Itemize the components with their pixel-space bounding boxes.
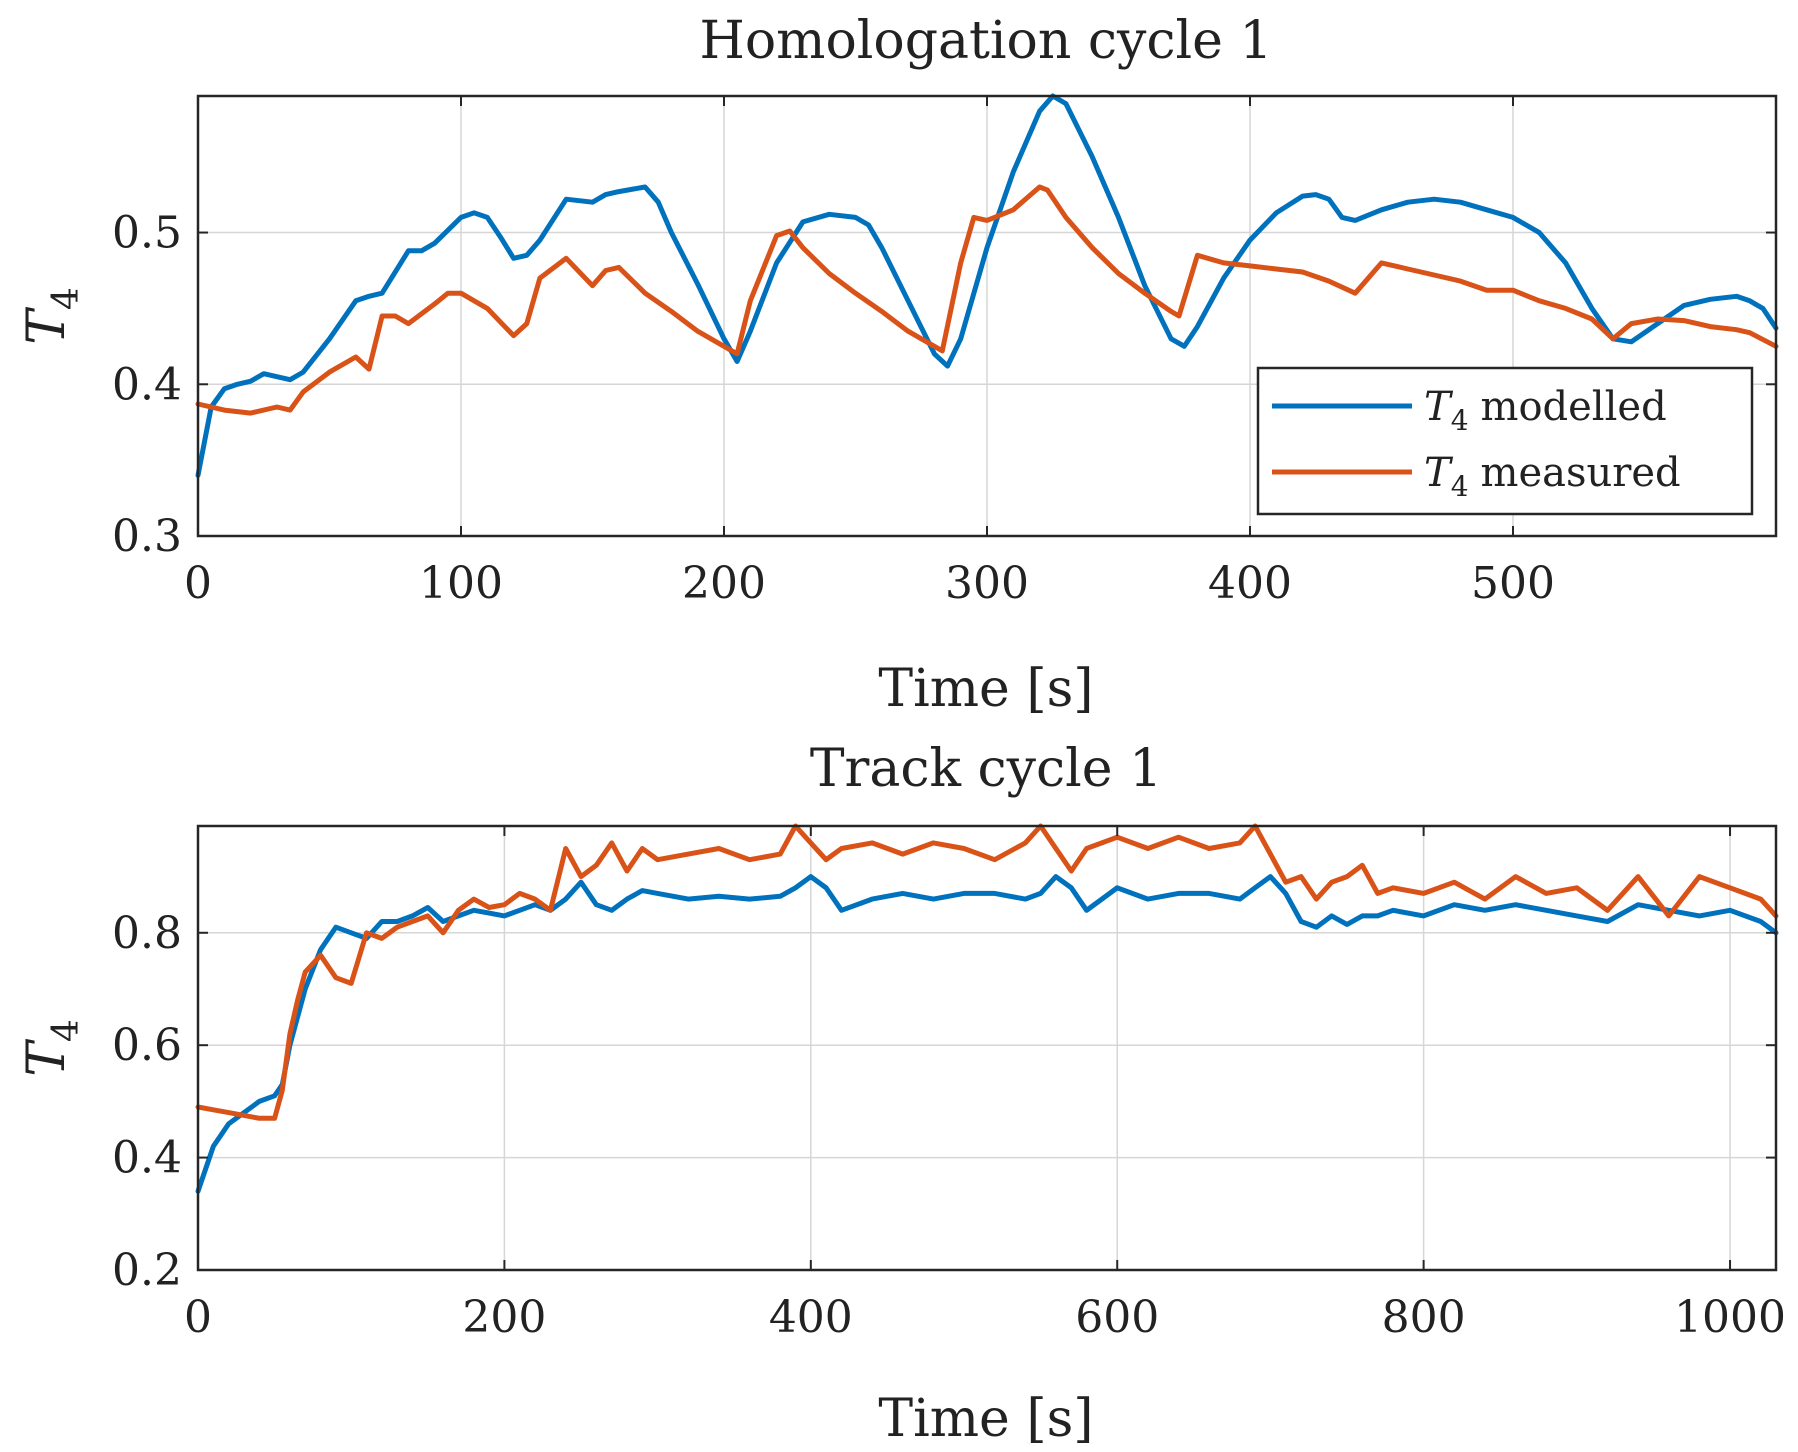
homologation-ytick-label: 0.4 xyxy=(112,359,182,410)
track-ytick-label: 0.4 xyxy=(112,1133,182,1184)
homologation-xtick-label: 100 xyxy=(419,558,503,609)
track-chart: Track cycle 1 0 200 400 600 800 1000 0.2 0.4 0.6… xyxy=(17,739,1786,1449)
track-ytick-label: 0.2 xyxy=(112,1245,182,1296)
track-ytick-label: 0.8 xyxy=(112,908,182,959)
legend-label-measured: T4 measured xyxy=(1424,450,1681,503)
track-ytick-label: 0.6 xyxy=(112,1020,182,1071)
track-xtick-label: 600 xyxy=(1075,1292,1159,1343)
track-xtick-label: 200 xyxy=(462,1292,546,1343)
homologation-ytick-label: 0.5 xyxy=(112,208,182,259)
legend-modelled-main: T xyxy=(1424,384,1454,430)
homologation-ytick-label: 0.3 xyxy=(112,511,182,562)
track-series-measured xyxy=(195,823,1779,1121)
homologation-y-axis-label-sub: 4 xyxy=(46,287,87,310)
track-y-axis-label: T4 xyxy=(17,1019,87,1077)
track-x-axis-label: Time [s] xyxy=(878,1389,1093,1449)
track-xtick-label: 400 xyxy=(769,1292,853,1343)
legend-label-modelled: T4 modelled xyxy=(1424,384,1667,437)
track-series xyxy=(195,823,1779,1194)
track-xtick-label: 0 xyxy=(184,1292,212,1343)
homologation-x-axis-label: Time [s] xyxy=(878,659,1093,719)
homologation-ticks: 0 100 200 300 400 500 0.3 0.4 0.5 xyxy=(112,96,1776,609)
track-grid xyxy=(198,826,1776,1270)
legend-modelled-sub: 4 xyxy=(1451,404,1469,437)
chart-title-track: Track cycle 1 xyxy=(810,739,1162,799)
homologation-series-modelled xyxy=(195,93,1779,478)
track-series-modelled xyxy=(195,874,1779,1194)
homologation-xtick-label: 500 xyxy=(1471,558,1555,609)
legend-modelled-text: modelled xyxy=(1481,384,1667,430)
homologation-xtick-label: 200 xyxy=(682,558,766,609)
legend-measured-sub: 4 xyxy=(1451,470,1469,503)
homologation-xtick-label: 300 xyxy=(945,558,1029,609)
homologation-series-measured xyxy=(195,184,1779,416)
track-xtick-label: 800 xyxy=(1382,1292,1466,1343)
track-xtick-label: 1000 xyxy=(1674,1292,1786,1343)
track-y-axis-label-main: T xyxy=(17,1039,77,1077)
homologation-y-axis-label-main: T xyxy=(17,307,77,345)
homologation-chart: Homologation cycle 1 0 100 200 300 400 500 0.3… xyxy=(17,11,1779,719)
homologation-xtick-label: 0 xyxy=(184,558,212,609)
homologation-xtick-label: 400 xyxy=(1208,558,1292,609)
homologation-y-axis-label: T4 xyxy=(17,287,87,345)
homologation-series xyxy=(195,93,1779,478)
legend-measured-text: measured xyxy=(1481,450,1681,496)
track-plot-frame xyxy=(196,824,1778,1272)
legend: T4 modelled T4 measured xyxy=(1256,366,1754,516)
track-ticks: 0 200 400 600 800 1000 0.2 0.4 0.6 0.8 xyxy=(112,826,1786,1343)
legend-box xyxy=(1256,366,1754,516)
chart-title-homologation: Homologation cycle 1 xyxy=(700,11,1273,71)
track-y-axis-label-sub: 4 xyxy=(46,1019,87,1042)
legend-measured-main: T xyxy=(1424,450,1454,496)
